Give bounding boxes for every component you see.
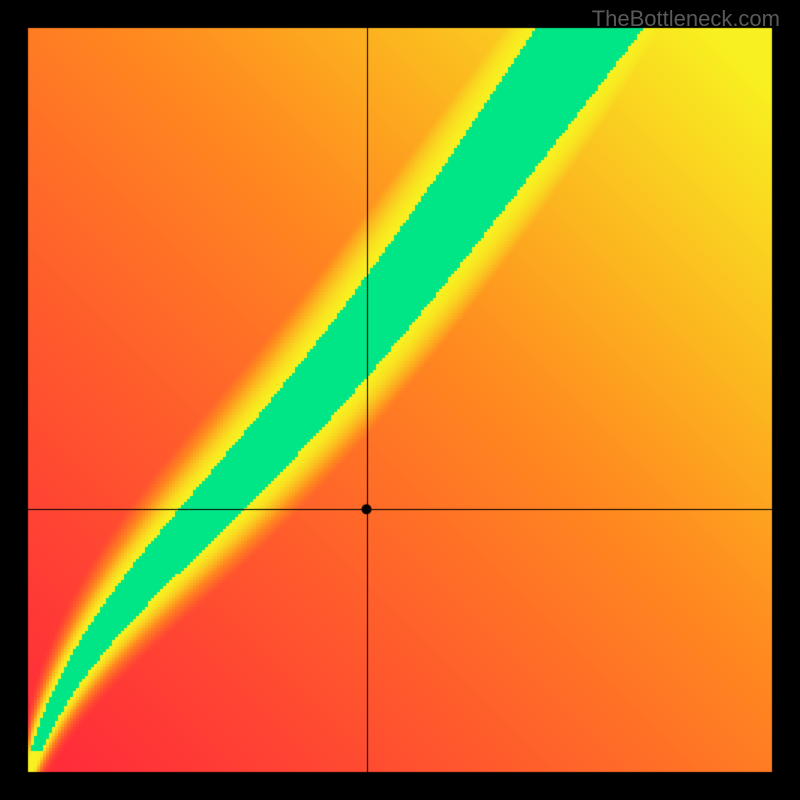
bottleneck-heatmap [0, 0, 800, 800]
chart-container: TheBottleneck.com [0, 0, 800, 800]
watermark-text: TheBottleneck.com [592, 6, 780, 32]
